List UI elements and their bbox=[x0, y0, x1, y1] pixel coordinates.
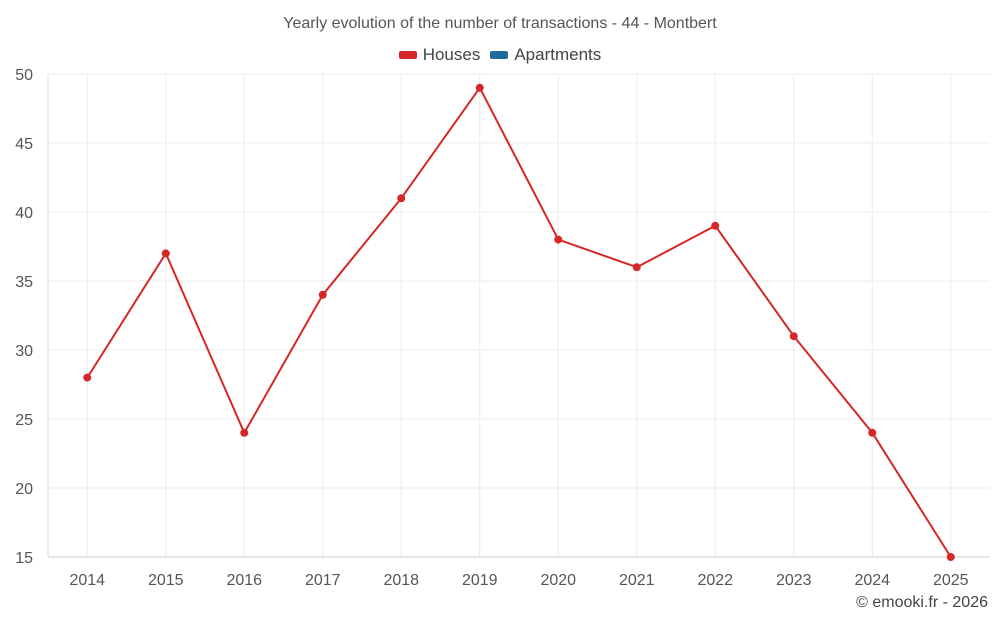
data-point-houses-2020[interactable] bbox=[554, 235, 563, 244]
x-tick-label-2024: 2024 bbox=[854, 572, 890, 589]
data-point-houses-2017[interactable] bbox=[318, 290, 327, 299]
data-point-houses-2021[interactable] bbox=[632, 263, 641, 272]
y-tick-label-30: 30 bbox=[15, 343, 33, 360]
x-tick-label-2014: 2014 bbox=[69, 572, 105, 589]
data-point-houses-2015[interactable] bbox=[161, 249, 170, 258]
data-point-houses-2024[interactable] bbox=[868, 428, 877, 437]
data-point-houses-2023[interactable] bbox=[789, 332, 798, 341]
legend-label-apartments: Apartments bbox=[514, 45, 602, 64]
data-point-houses-2018[interactable] bbox=[397, 194, 406, 203]
y-tick-label-20: 20 bbox=[15, 481, 33, 498]
y-tick-label-15: 15 bbox=[15, 550, 33, 567]
y-tick-label-25: 25 bbox=[15, 412, 33, 429]
x-tick-label-2023: 2023 bbox=[776, 572, 812, 589]
y-tick-label-50: 50 bbox=[15, 67, 33, 84]
x-tick-label-2021: 2021 bbox=[619, 572, 655, 589]
legend-item-houses[interactable]: Houses bbox=[398, 45, 481, 65]
series-line-houses bbox=[86, 86, 952, 558]
credit-text: © emooki.fr - 2026 bbox=[856, 594, 988, 611]
legend-item-apartments[interactable]: Apartments bbox=[490, 45, 601, 65]
legend-swatch-apartments bbox=[490, 51, 509, 59]
x-tick-label-2016: 2016 bbox=[226, 572, 262, 589]
x-tick-label-2015: 2015 bbox=[148, 572, 184, 589]
y-tick-label-40: 40 bbox=[15, 205, 33, 222]
data-point-houses-2016[interactable] bbox=[240, 428, 249, 437]
x-tick-label-2020: 2020 bbox=[540, 572, 576, 589]
series-houses bbox=[83, 83, 955, 561]
legend-label-houses: Houses bbox=[422, 45, 481, 64]
y-tick-label-45: 45 bbox=[15, 136, 33, 153]
legend: Houses Apartments bbox=[0, 45, 1000, 65]
x-tick-label-2025: 2025 bbox=[933, 572, 969, 589]
x-tick-label-2018: 2018 bbox=[383, 572, 419, 589]
legend-swatch-houses bbox=[398, 51, 417, 59]
x-tick-label-2019: 2019 bbox=[462, 572, 498, 589]
data-point-houses-2014[interactable] bbox=[83, 373, 92, 382]
y-tick-label-35: 35 bbox=[15, 274, 33, 291]
x-tick-label-2017: 2017 bbox=[305, 572, 341, 589]
data-point-houses-2019[interactable] bbox=[475, 83, 484, 92]
x-tick-label-2022: 2022 bbox=[697, 572, 733, 589]
data-point-houses-2025[interactable] bbox=[946, 553, 955, 561]
data-point-houses-2022[interactable] bbox=[711, 221, 720, 230]
chart-title: Yearly evolution of the number of transa… bbox=[283, 15, 717, 32]
grid bbox=[48, 73, 990, 557]
